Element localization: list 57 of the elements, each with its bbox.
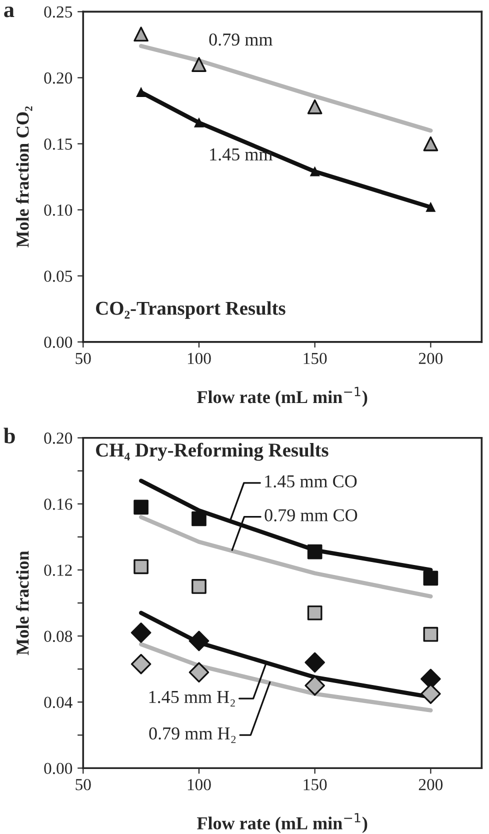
point	[134, 500, 148, 515]
y-tick-label: 0.15	[44, 138, 72, 150]
y-tick-label: 0.16	[44, 498, 72, 510]
x-tick-label: 100	[188, 779, 211, 790]
annotation: 0.79 mm CO	[264, 509, 358, 522]
x-tick-label: 150	[304, 352, 327, 364]
y-tick-label: 0.12	[44, 564, 72, 576]
point	[426, 202, 436, 212]
point	[192, 579, 206, 594]
chart-title: CH₄ Dry-Reforming Results	[96, 442, 328, 461]
text: b	[4, 428, 15, 444]
annotation: 1.45 mm H₂	[149, 690, 235, 707]
x-tick-label: 200	[418, 352, 443, 364]
point	[192, 57, 206, 72]
point	[423, 570, 438, 586]
point	[134, 559, 148, 574]
x-axis-title: Flow rate (mL min$^{−1}$)	[197, 813, 368, 834]
point	[304, 652, 325, 673]
y-axis-title: Mole fraction	[16, 550, 29, 656]
point	[307, 99, 322, 114]
point	[423, 626, 438, 642]
y-axis-title: Mole fraction CO₂	[16, 106, 32, 248]
point	[188, 630, 210, 652]
annotation: 1.45 mm CO	[265, 475, 357, 488]
line-series	[138, 642, 433, 712]
x-tick-label: 50	[76, 779, 91, 790]
x-tick-label: 200	[418, 779, 443, 790]
y-tick-label: 0.00	[44, 762, 72, 774]
y-tick-label: 0.08	[44, 630, 72, 642]
point	[307, 605, 322, 620]
annotation: 0.79 mm	[209, 33, 272, 46]
y-tick-label: 0.04	[44, 696, 72, 708]
x-tick-label: 150	[304, 779, 327, 790]
point	[310, 166, 320, 176]
point	[136, 88, 146, 97]
y-tick-label: 0.20	[44, 432, 72, 444]
x-tick-label: 50	[76, 352, 91, 364]
y-tick-label: 0.10	[44, 204, 72, 216]
point	[307, 544, 322, 560]
y-tick-label: 0.20	[44, 72, 72, 84]
point	[420, 684, 441, 704]
point	[423, 136, 438, 152]
x-tick-label: 100	[188, 352, 211, 364]
annotation: 1.45 mm	[210, 148, 272, 161]
y-tick-label: 0.05	[44, 270, 72, 282]
text: CO₂-Transport Results	[96, 301, 286, 319]
point	[130, 622, 152, 643]
point	[134, 26, 148, 42]
y-tick-label: 0.25	[44, 6, 72, 18]
x-axis-title: Flow rate (mL min$^{−1}$)	[197, 386, 368, 407]
y-tick-label: 0.00	[44, 336, 72, 348]
point	[130, 654, 152, 674]
point	[188, 662, 210, 682]
point	[192, 511, 206, 526]
text: a	[4, 6, 14, 18]
point	[194, 118, 204, 128]
annotation: 0.79 mm H₂	[149, 727, 236, 744]
